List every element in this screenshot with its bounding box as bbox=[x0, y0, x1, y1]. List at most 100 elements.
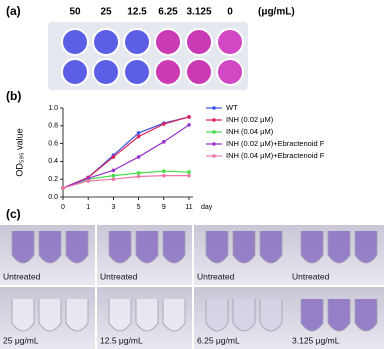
tube bbox=[300, 231, 324, 264]
data-point bbox=[136, 155, 141, 159]
series-line bbox=[62, 124, 190, 189]
data-point bbox=[162, 169, 166, 173]
legend-marker bbox=[212, 154, 216, 158]
well bbox=[154, 58, 182, 86]
tube bbox=[65, 299, 89, 332]
y-axis-label: OD₅₉₅ value bbox=[14, 128, 24, 176]
series-line bbox=[62, 116, 190, 189]
data-point bbox=[187, 115, 191, 119]
y-tick-label: 0.6 bbox=[48, 140, 58, 147]
y-tick-label: 0.0 bbox=[48, 194, 58, 201]
tube bbox=[232, 231, 256, 264]
well bbox=[61, 58, 89, 86]
tube bbox=[232, 299, 256, 332]
concentration-label: 25 bbox=[100, 7, 112, 18]
legend-label: INH (0.02 μM) bbox=[226, 115, 274, 124]
well bbox=[185, 58, 213, 86]
x-tick-label: 9 bbox=[162, 204, 166, 211]
data-point bbox=[111, 155, 116, 159]
x-tick-label: 0 bbox=[61, 204, 65, 211]
tube bbox=[259, 299, 283, 332]
x-tick-label: 5 bbox=[137, 204, 141, 211]
panel-label: (b) bbox=[6, 89, 21, 103]
y-tick-label: 0.4 bbox=[48, 158, 58, 165]
legend-marker bbox=[212, 118, 216, 122]
tube bbox=[11, 299, 35, 332]
well bbox=[61, 28, 89, 56]
tube bbox=[300, 299, 324, 332]
y-tick-label: 0.8 bbox=[48, 123, 58, 130]
tube bbox=[205, 299, 229, 332]
cell-label: 12.5 μg/mL bbox=[100, 335, 143, 345]
tube bbox=[259, 231, 283, 264]
well bbox=[92, 58, 120, 86]
data-point bbox=[187, 170, 191, 174]
x-tick-label: 1 bbox=[86, 204, 90, 211]
cell-label: 3.125 μg/mL bbox=[292, 335, 340, 345]
x-tick-label: 11 bbox=[185, 204, 192, 211]
tube bbox=[327, 299, 351, 332]
data-point bbox=[162, 140, 166, 144]
cell-label: Untreated bbox=[197, 271, 235, 281]
data-point bbox=[136, 171, 141, 175]
data-point bbox=[136, 131, 141, 135]
data-point bbox=[86, 179, 90, 183]
series-line bbox=[62, 175, 189, 189]
well bbox=[216, 58, 244, 86]
tube bbox=[354, 231, 378, 264]
well bbox=[123, 58, 151, 86]
well bbox=[154, 28, 182, 56]
tube bbox=[327, 231, 351, 264]
well bbox=[92, 28, 120, 56]
y-tick-label: 0.2 bbox=[48, 176, 58, 183]
cell-label: Untreated bbox=[100, 271, 138, 281]
well bbox=[185, 28, 213, 56]
tube bbox=[65, 231, 89, 264]
data-point bbox=[61, 186, 65, 190]
y-tick-label: 1.0 bbox=[48, 105, 58, 112]
concentration-label: 50 bbox=[69, 7, 81, 18]
tube bbox=[135, 299, 159, 332]
cell-label: Untreated bbox=[3, 271, 41, 281]
tube bbox=[38, 299, 62, 332]
data-point bbox=[111, 168, 116, 173]
data-point bbox=[162, 173, 166, 178]
x-axis-label: day bbox=[201, 204, 213, 211]
series-line bbox=[62, 170, 190, 189]
concentration-label: 6.25 bbox=[158, 7, 178, 18]
legend-label: WT bbox=[226, 103, 238, 112]
data-point bbox=[187, 173, 191, 178]
tube bbox=[108, 299, 132, 332]
panel-label: (c) bbox=[6, 207, 21, 221]
legend-marker bbox=[212, 130, 216, 134]
tube bbox=[162, 231, 186, 264]
tube bbox=[11, 231, 35, 264]
tube bbox=[108, 231, 132, 264]
unit-label: (μg/mL) bbox=[258, 7, 295, 18]
well bbox=[123, 28, 151, 56]
data-point bbox=[136, 134, 141, 139]
data-point bbox=[136, 174, 141, 179]
cell-label: 6.25 μg/mL bbox=[197, 335, 240, 345]
data-point bbox=[86, 176, 90, 181]
cell-label: Untreated bbox=[292, 271, 330, 281]
tube bbox=[135, 231, 159, 264]
data-point bbox=[111, 177, 116, 181]
concentration-label: 12.5 bbox=[127, 7, 147, 18]
panel-label: (a) bbox=[6, 4, 21, 18]
data-point bbox=[187, 123, 191, 127]
x-tick-label: 3 bbox=[111, 204, 115, 211]
concentration-label: 3.125 bbox=[186, 7, 211, 18]
data-point bbox=[162, 122, 166, 126]
data-point bbox=[111, 173, 116, 178]
tube bbox=[38, 231, 62, 264]
tube bbox=[354, 299, 378, 332]
legend-marker bbox=[212, 142, 216, 146]
concentration-label: 0 bbox=[227, 7, 233, 18]
cell-label: 25 μg/mL bbox=[3, 335, 39, 345]
legend-label: INH (0.04 μM)+Ebractenoid F bbox=[226, 151, 325, 160]
legend-label: INH (0.02 μM)+Ebractenoid F bbox=[226, 139, 325, 148]
tube bbox=[205, 231, 229, 264]
tube bbox=[162, 299, 186, 332]
